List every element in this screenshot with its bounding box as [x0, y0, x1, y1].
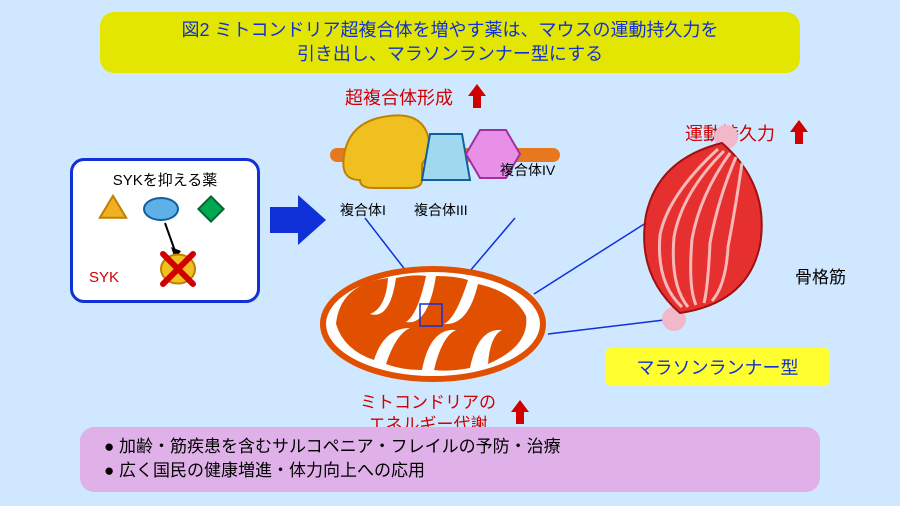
syk-inhibitor-box: SYKを抑える薬 SYK [70, 158, 260, 303]
complex-iv-label: 複合体IV [500, 160, 555, 180]
marathon-banner: マラソンランナー型 [605, 348, 830, 386]
supercomplex-diagram [330, 106, 560, 201]
complex-iii-shape [422, 134, 470, 180]
up-arrow-mito-icon [511, 400, 529, 424]
title-line-2: 引き出し、マラソンランナー型にする [116, 42, 784, 66]
skeletal-muscle-label: 骨格筋 [795, 263, 846, 288]
syk-down-arrow-line [165, 223, 175, 251]
mito-caption-line1: ミトコンドリアの [360, 392, 496, 414]
big-arrow-icon [270, 195, 326, 245]
bullet-1: 加齢・筋疾患を含むサルコペニア・フレイルの予防・治療 [104, 435, 796, 460]
syk-label: SYK [89, 269, 119, 286]
figure-title-banner: 図2 ミトコンドリア超複合体を増やす薬は、マウスの運動持久力を 引き出し、マラソ… [100, 12, 800, 73]
drug-triangle-icon [100, 196, 126, 218]
title-line-1: 図2 ミトコンドリア超複合体を増やす薬は、マウスの運動持久力を [116, 18, 784, 42]
complex-i-shape [343, 115, 429, 188]
drug-ellipse-icon [144, 198, 178, 220]
skeletal-muscle-diagram [630, 115, 790, 335]
up-arrow-endurance-icon [790, 120, 808, 144]
bullet-2: 広く国民の健康増進・体力向上への応用 [104, 459, 796, 484]
bottom-bullets-banner: 加齢・筋疾患を含むサルコペニア・フレイルの予防・治療 広く国民の健康増進・体力向… [80, 427, 820, 492]
drug-diamond-icon [198, 196, 223, 221]
up-arrow-complex-icon [468, 84, 486, 108]
mitochondria-diagram [318, 264, 548, 384]
